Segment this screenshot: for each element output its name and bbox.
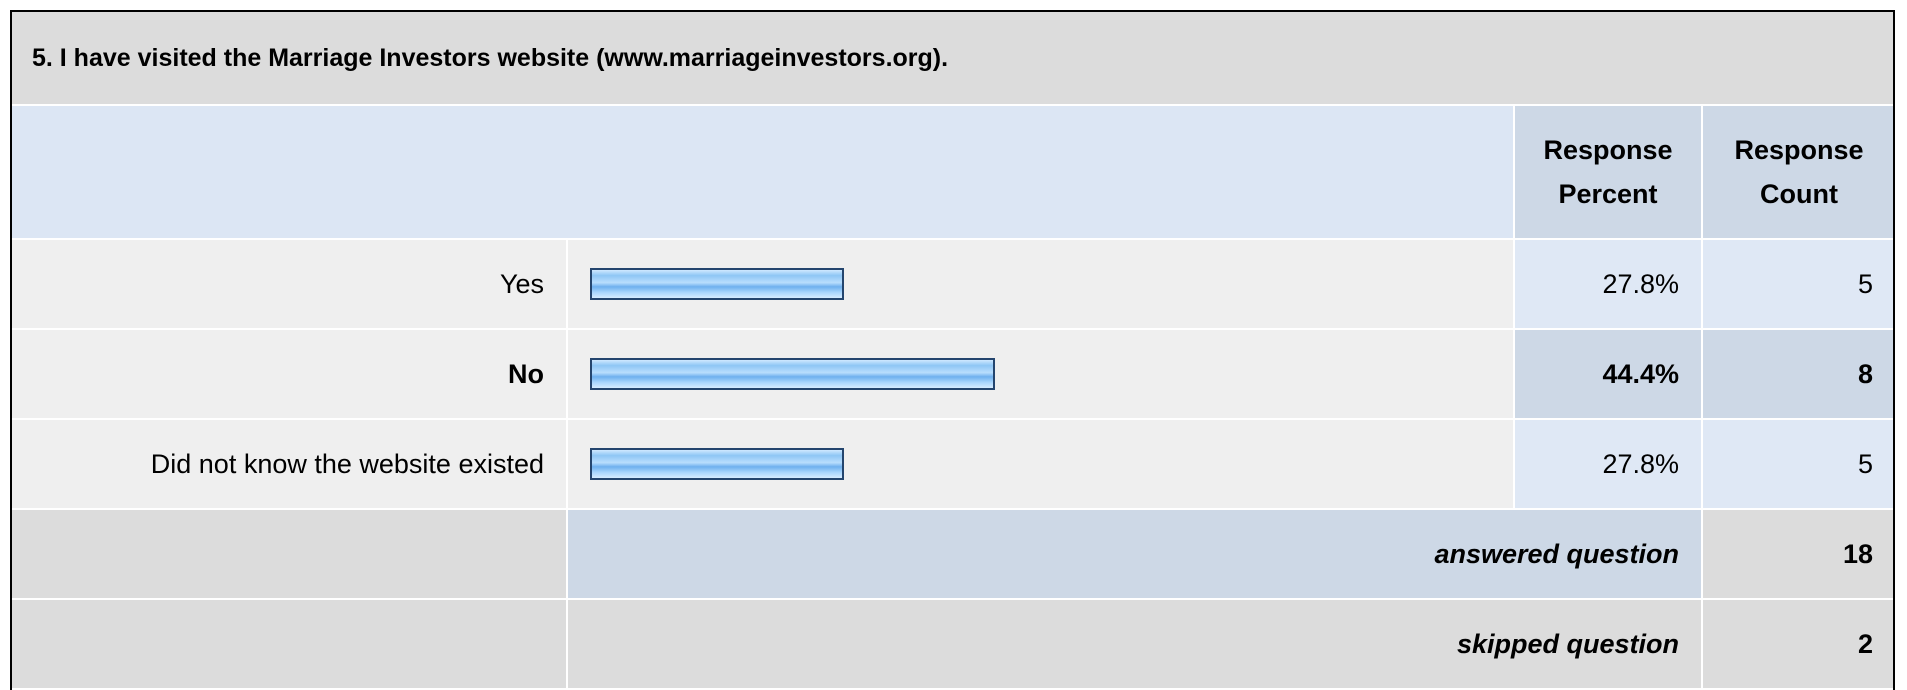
bar — [590, 268, 844, 300]
response-count: 5 — [1701, 418, 1893, 510]
answer-row: No 44.4% 8 — [12, 328, 1893, 420]
response-count: 8 — [1701, 328, 1893, 420]
bar — [590, 358, 995, 390]
skipped-count: 2 — [1701, 598, 1893, 690]
table-body: 5. I have visited the Marriage Investors… — [12, 12, 1893, 690]
header-count: Response Count — [1701, 104, 1893, 240]
bar-cell — [566, 238, 1515, 330]
header-percent: Response Percent — [1513, 104, 1703, 240]
bar-cell — [566, 418, 1515, 510]
blank-cell — [12, 598, 568, 690]
answer-row: Yes 27.8% 5 — [12, 238, 1893, 330]
bar-cell — [566, 328, 1515, 420]
skipped-label: skipped question — [566, 598, 1703, 690]
response-count: 5 — [1701, 238, 1893, 330]
answered-count: 18 — [1701, 508, 1893, 600]
skipped-row: skipped question 2 — [12, 598, 1893, 690]
question-title: 5. I have visited the Marriage Investors… — [12, 12, 1893, 106]
results-table: 5. I have visited the Marriage Investors… — [12, 12, 1893, 690]
header-blank — [12, 104, 1515, 240]
answered-row: answered question 18 — [12, 508, 1893, 600]
header-row: Response Percent Response Count — [12, 104, 1893, 240]
response-percent: 44.4% — [1513, 328, 1703, 420]
blank-cell — [12, 508, 568, 600]
response-percent: 27.8% — [1513, 238, 1703, 330]
answer-label: Did not know the website existed — [12, 418, 568, 510]
bar — [590, 448, 844, 480]
survey-question: 5. I have visited the Marriage Investors… — [10, 10, 1895, 690]
response-percent: 27.8% — [1513, 418, 1703, 510]
answer-label: Yes — [12, 238, 568, 330]
answer-label: No — [12, 328, 568, 420]
answer-row: Did not know the website existed 27.8% 5 — [12, 418, 1893, 510]
answered-label: answered question — [566, 508, 1703, 600]
